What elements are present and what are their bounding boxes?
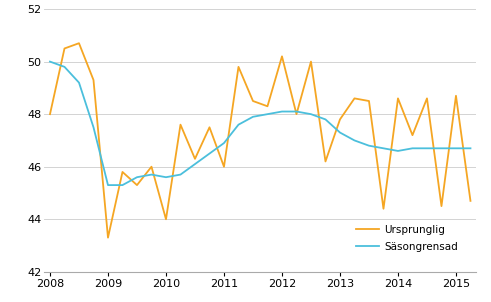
Ursprunglig xyxy=(250,99,256,103)
Ursprunglig xyxy=(265,104,271,108)
Ursprunglig xyxy=(352,97,357,100)
Ursprunglig xyxy=(236,65,242,69)
Ursprunglig xyxy=(207,125,213,129)
Ursprunglig xyxy=(221,165,227,169)
Säsongrensad xyxy=(366,144,372,147)
Ursprunglig xyxy=(90,78,96,82)
Säsongrensad xyxy=(453,146,459,150)
Ursprunglig xyxy=(192,157,198,161)
Ursprunglig xyxy=(453,94,459,98)
Säsongrensad xyxy=(294,110,300,113)
Säsongrensad xyxy=(395,149,401,153)
Säsongrensad xyxy=(149,173,155,176)
Säsongrensad xyxy=(467,146,473,150)
Ursprunglig xyxy=(395,97,401,100)
Ursprunglig xyxy=(105,236,111,239)
Säsongrensad xyxy=(178,173,184,176)
Säsongrensad xyxy=(308,112,314,116)
Säsongrensad xyxy=(76,81,82,85)
Ursprunglig xyxy=(308,60,314,63)
Ursprunglig xyxy=(381,207,386,210)
Säsongrensad xyxy=(134,175,140,179)
Ursprunglig xyxy=(366,99,372,103)
Ursprunglig xyxy=(61,47,67,50)
Ursprunglig xyxy=(163,217,169,221)
Säsongrensad xyxy=(47,60,53,63)
Säsongrensad xyxy=(163,175,169,179)
Line: Ursprunglig: Ursprunglig xyxy=(50,43,470,238)
Ursprunglig xyxy=(294,112,300,116)
Ursprunglig xyxy=(467,199,473,203)
Säsongrensad xyxy=(250,115,256,119)
Ursprunglig xyxy=(178,123,184,127)
Säsongrensad xyxy=(438,146,444,150)
Säsongrensad xyxy=(424,146,430,150)
Ursprunglig xyxy=(337,117,343,121)
Ursprunglig xyxy=(119,170,125,174)
Säsongrensad xyxy=(265,112,271,116)
Säsongrensad xyxy=(119,183,125,187)
Säsongrensad xyxy=(381,146,386,150)
Line: Säsongrensad: Säsongrensad xyxy=(50,62,470,185)
Säsongrensad xyxy=(337,131,343,134)
Ursprunglig xyxy=(279,55,285,58)
Ursprunglig xyxy=(47,112,53,116)
Säsongrensad xyxy=(207,152,213,155)
Säsongrensad xyxy=(409,146,415,150)
Ursprunglig xyxy=(409,133,415,137)
Säsongrensad xyxy=(323,117,328,121)
Säsongrensad xyxy=(221,141,227,145)
Säsongrensad xyxy=(236,123,242,127)
Säsongrensad xyxy=(61,65,67,69)
Säsongrensad xyxy=(105,183,111,187)
Ursprunglig xyxy=(323,160,328,163)
Ursprunglig xyxy=(438,204,444,208)
Ursprunglig xyxy=(76,41,82,45)
Ursprunglig xyxy=(134,183,140,187)
Säsongrensad xyxy=(279,110,285,113)
Säsongrensad xyxy=(352,139,357,142)
Legend: Ursprunglig, Säsongrensad: Ursprunglig, Säsongrensad xyxy=(352,220,463,256)
Ursprunglig xyxy=(424,97,430,100)
Säsongrensad xyxy=(192,162,198,166)
Säsongrensad xyxy=(90,125,96,129)
Ursprunglig xyxy=(149,165,155,169)
